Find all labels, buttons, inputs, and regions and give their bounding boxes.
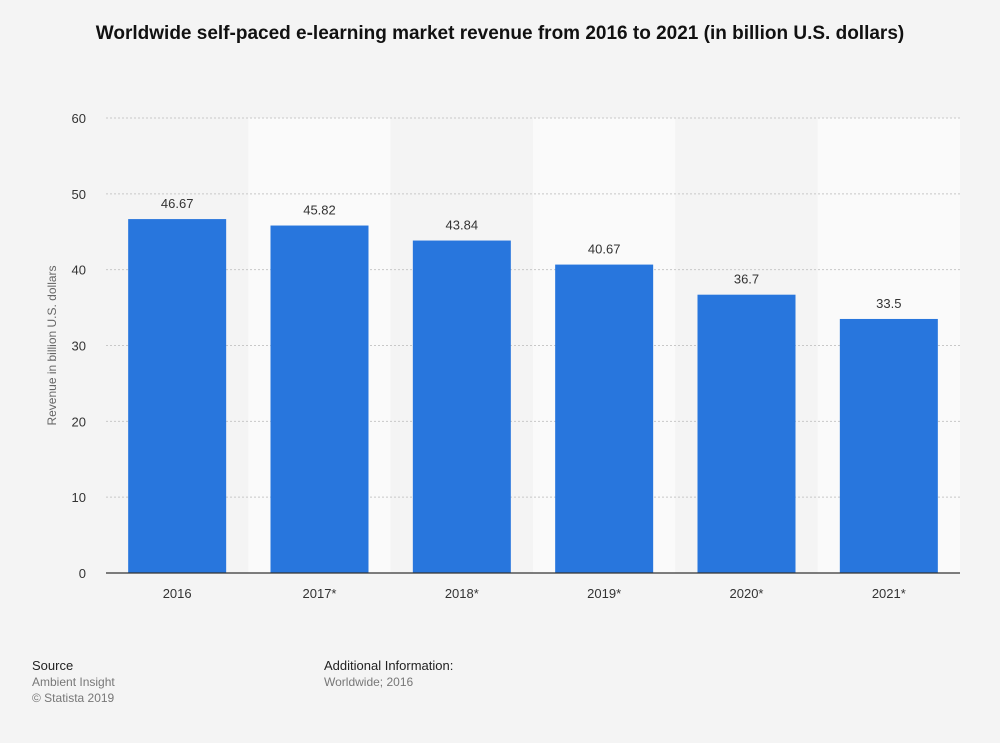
copyright-line: © Statista 2019 — [32, 691, 115, 705]
y-tick-label: 40 — [72, 263, 86, 278]
bar-value-label: 45.82 — [303, 203, 336, 218]
x-tick-label: 2019* — [587, 586, 621, 601]
x-tick-label: 2021* — [872, 586, 906, 601]
bar-value-label: 36.7 — [734, 272, 759, 287]
bar-value-label: 33.5 — [876, 296, 901, 311]
x-tick-label: 2017* — [303, 586, 337, 601]
x-tick-label: 2016 — [163, 586, 192, 601]
bar-value-label: 40.67 — [588, 242, 621, 257]
y-tick-label: 0 — [79, 566, 86, 581]
additional-info-line: Worldwide; 2016 — [324, 675, 414, 689]
bar-value-labels: 46.67 45.82 43.84 40.67 36.7 33.5 — [161, 196, 902, 311]
chart-title: Worldwide self-paced e-learning market r… — [95, 23, 905, 44]
bar[interactable] — [128, 219, 227, 574]
y-tick-label: 50 — [72, 187, 86, 202]
bar[interactable] — [697, 294, 796, 573]
source-block: Source Ambient Insight © Statista 2019 — [32, 658, 115, 706]
y-tick-label: 30 — [72, 339, 86, 354]
bar[interactable] — [555, 264, 654, 573]
source-line: Ambient Insight — [32, 675, 115, 689]
y-tick-label: 10 — [72, 490, 86, 505]
additional-info-block: Additional Information: Worldwide; 2016 — [324, 658, 453, 690]
additional-info-heading: Additional Information: — [324, 658, 454, 673]
y-tick-label: 20 — [72, 414, 86, 429]
source-heading: Source — [32, 658, 74, 673]
y-tick-labels: 0 10 20 30 40 50 60 — [72, 111, 86, 581]
bar[interactable] — [412, 240, 511, 573]
x-tick-label: 2018* — [445, 586, 479, 601]
y-axis-label: Revenue in billion U.S. dollars — [45, 265, 59, 425]
bar-value-label: 43.84 — [446, 218, 479, 233]
bar-value-label: 46.67 — [161, 196, 194, 211]
x-tick-label: 2020* — [730, 586, 764, 601]
y-tick-label: 60 — [72, 111, 86, 126]
x-tick-labels: 2016 2017* 2018* 2019* 2020* 2021* — [163, 586, 906, 601]
bar[interactable] — [270, 225, 369, 573]
bar[interactable] — [839, 318, 938, 573]
bars — [128, 219, 938, 574]
